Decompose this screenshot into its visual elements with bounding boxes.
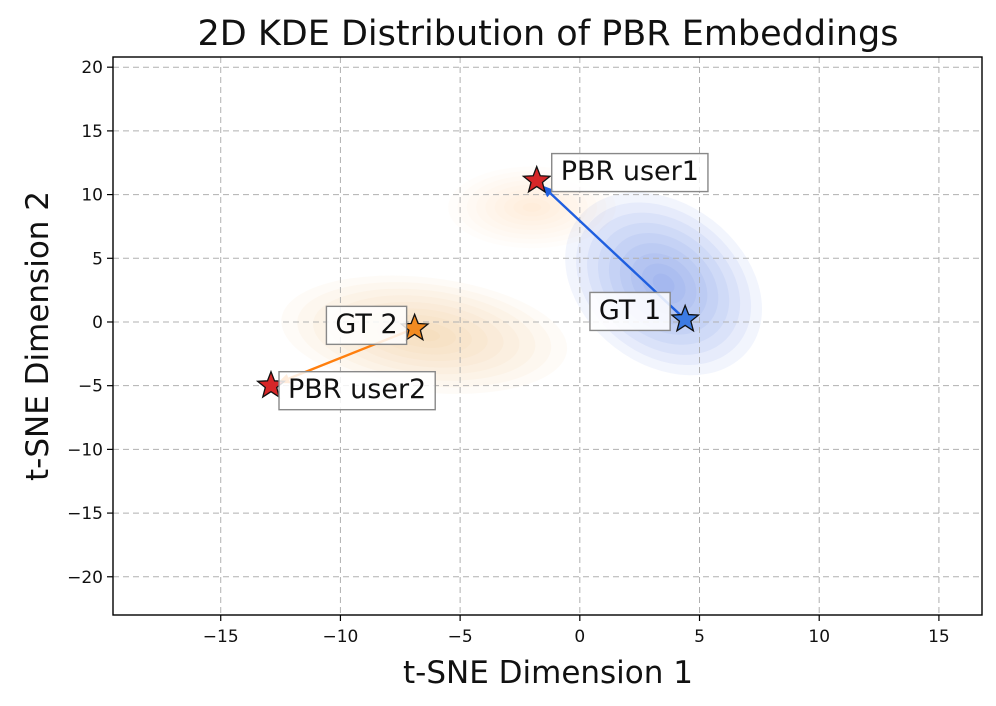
y-axis-label: t-SNE Dimension 2: [20, 191, 56, 481]
y-tick-label: −15: [67, 504, 103, 524]
x-tick-label: −10: [322, 627, 358, 647]
label-pbr-user1: PBR user1: [551, 152, 709, 193]
star-marker-gt1: [670, 303, 701, 333]
label-text-pbr-user2: PBR user2: [288, 374, 426, 405]
kde-user2-level: [281, 275, 568, 394]
point-labels: GT 1 PBR user1 GT 2 PBR user2: [278, 152, 709, 411]
x-tick-label: −15: [203, 627, 239, 647]
kde-user1-level: [652, 273, 675, 294]
x-axis-label: t-SNE Dimension 1: [403, 655, 693, 691]
y-tick-label: 20: [81, 58, 103, 78]
label-gt1: GT 1: [589, 291, 671, 332]
y-tick-label: 0: [92, 313, 103, 333]
y-tick-label: 5: [92, 249, 103, 269]
y-tick-label: 15: [81, 122, 103, 142]
y-tick-label: −10: [67, 440, 103, 460]
label-text-gt2: GT 2: [335, 309, 397, 340]
x-tick-label: −5: [448, 627, 473, 647]
x-tick-label: 5: [694, 627, 705, 647]
y-tick-label: −20: [67, 568, 103, 588]
kde-user2-tail-level: [523, 203, 542, 212]
y-axis-ticks: −20 −15 −10 −5 0 5 10 15 20: [67, 58, 113, 588]
grid-lines: [113, 57, 982, 615]
x-axis-ticks: −15 −10 −5 0 5 10 15: [203, 615, 950, 647]
plot-frame: [112, 56, 983, 616]
label-pbr-user2: PBR user2: [278, 370, 436, 411]
label-gt2: GT 2: [325, 305, 408, 346]
star-marker-pbr-user1: [521, 164, 552, 194]
y-tick-label: 10: [81, 186, 103, 206]
plot-area: [113, 57, 982, 615]
x-tick-label: 0: [574, 627, 585, 647]
chart-title: 2D KDE Distribution of PBR Embeddings: [198, 14, 899, 54]
label-text-gt1: GT 1: [599, 295, 661, 326]
x-tick-label: 10: [808, 627, 830, 647]
label-text-pbr-user1: PBR user1: [561, 156, 699, 187]
y-tick-label: −5: [78, 377, 103, 397]
x-tick-label: 15: [928, 627, 950, 647]
